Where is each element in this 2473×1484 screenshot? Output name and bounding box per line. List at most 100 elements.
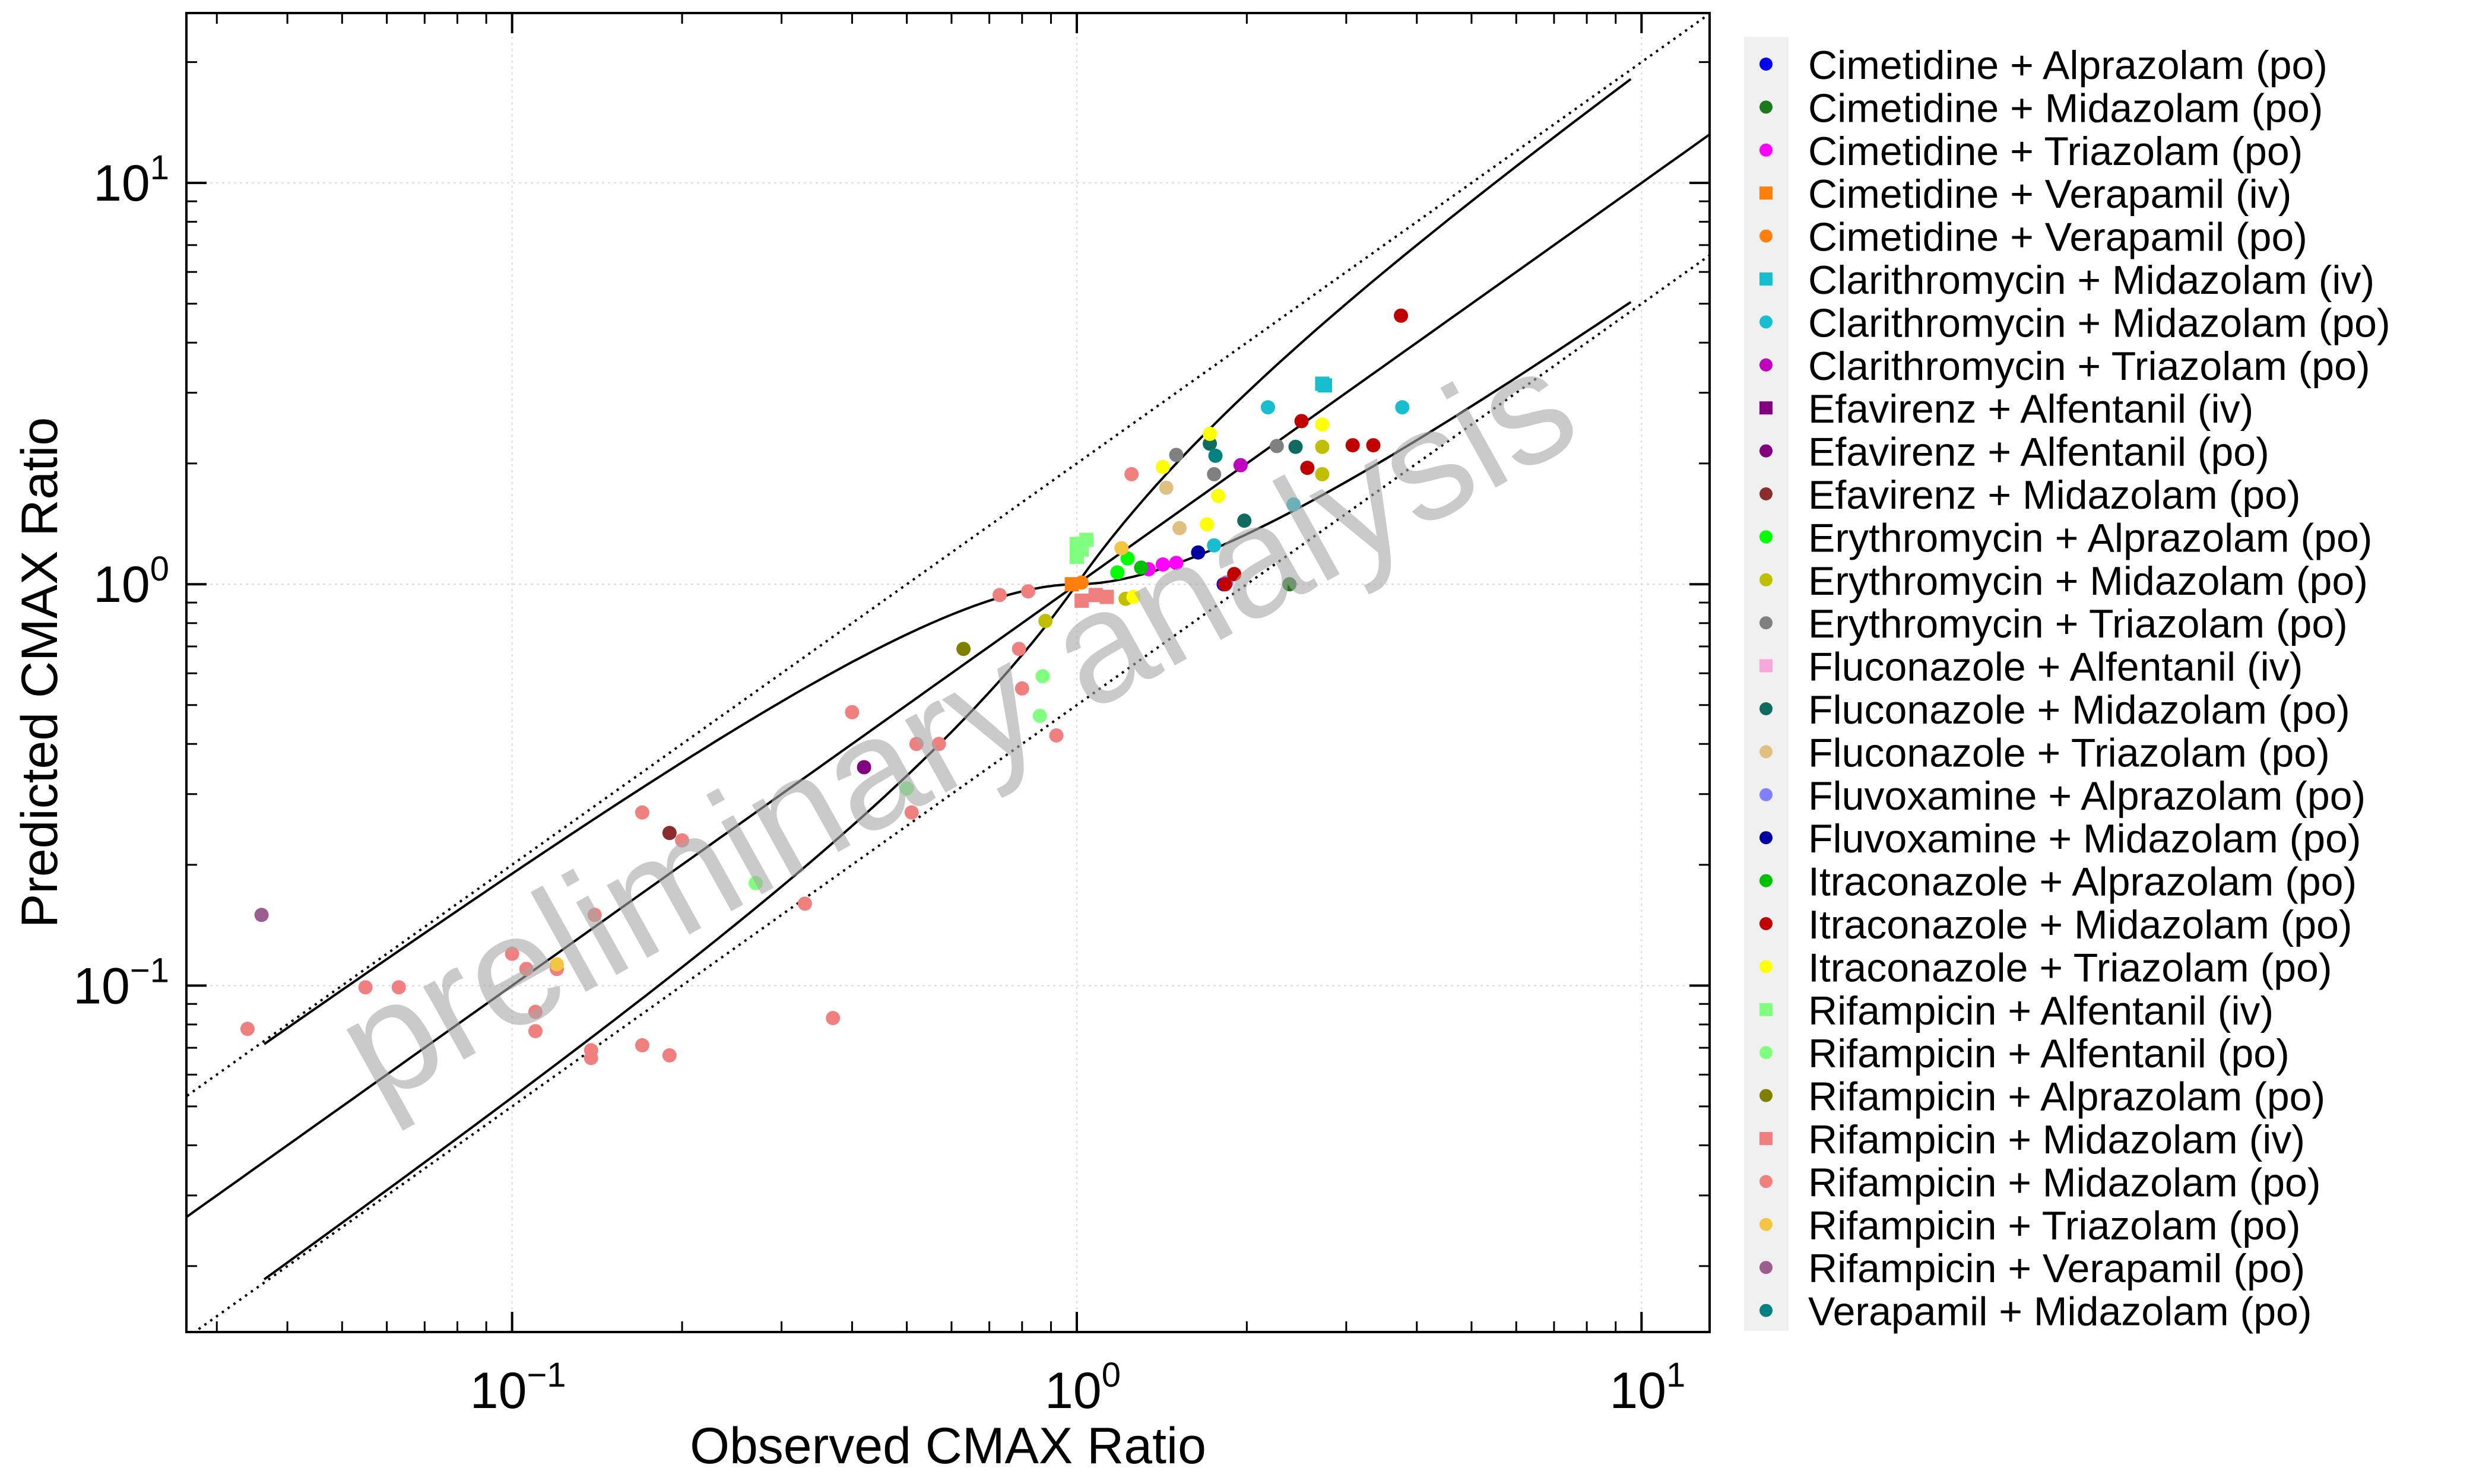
legend-entry: Clarithromycin + Midazolam (iv)	[1759, 258, 2374, 303]
data-point	[749, 876, 763, 890]
legend-marker	[1759, 616, 1773, 630]
legend-entry: Itraconazole + Triazolam (po)	[1759, 945, 2332, 990]
legend-marker	[1759, 530, 1773, 544]
legend-label: Efavirenz + Alfentanil (po)	[1808, 430, 2269, 475]
data-point	[1315, 467, 1330, 481]
legend-marker	[1759, 702, 1773, 715]
legend-marker	[1759, 315, 1773, 329]
data-point	[1126, 589, 1141, 604]
data-point	[1159, 480, 1174, 495]
x-tick-label: 10−1	[470, 1356, 566, 1419]
legend-label: Erythromycin + Midazolam (po)	[1808, 559, 2368, 604]
data-point	[1211, 489, 1226, 503]
legend-label: Cimetidine + Triazolam (po)	[1808, 129, 2303, 174]
legend-entry: Efavirenz + Midazolam (po)	[1759, 473, 2301, 518]
data-point	[505, 946, 519, 961]
legend-label: Fluconazole + Alfentanil (iv)	[1808, 645, 2303, 690]
data-point	[992, 588, 1007, 603]
legend-entry: Fluvoxamine + Alprazolam (po)	[1759, 773, 2366, 819]
legend-label: Rifampicin + Midazolam (po)	[1808, 1160, 2321, 1205]
legend-entry: Fluconazole + Alfentanil (iv)	[1759, 645, 2303, 690]
data-point	[1200, 517, 1215, 532]
data-point	[1134, 560, 1149, 575]
data-point	[1207, 467, 1222, 481]
data-point	[1038, 614, 1053, 629]
legend-entry: Clarithromycin + Triazolam (po)	[1759, 344, 2370, 389]
legend-entry: Fluvoxamine + Midazolam (po)	[1759, 816, 2361, 861]
legend-marker	[1759, 573, 1773, 586]
data-point	[1294, 414, 1309, 429]
data-point	[675, 833, 690, 848]
legend-entry: Rifampicin + Midazolam (po)	[1759, 1160, 2321, 1205]
data-point	[1260, 400, 1275, 415]
legend-marker	[1759, 229, 1773, 243]
legend-label: Itraconazole + Alprazolam (po)	[1808, 860, 2357, 905]
legend-marker	[1759, 874, 1773, 887]
data-point	[1203, 436, 1218, 451]
data-point	[662, 1048, 677, 1063]
data-point	[1169, 448, 1184, 462]
legend-entry: Rifampicin + Verapamil (po)	[1759, 1246, 2305, 1291]
legend-entry: Itraconazole + Midazolam (po)	[1759, 902, 2352, 947]
legend-marker	[1759, 1175, 1773, 1188]
axis-ticks: 10−1 100 101 10−1 100 101	[73, 13, 1710, 1419]
legend-label: Fluconazole + Triazolam (po)	[1808, 730, 2330, 775]
legend-marker	[1759, 143, 1773, 157]
data-point	[1286, 497, 1301, 512]
data-point	[1203, 426, 1218, 441]
legend-label: Cimetidine + Verapamil (iv)	[1808, 172, 2291, 217]
data-point	[358, 980, 373, 995]
data-point	[1315, 439, 1330, 454]
data-point	[1110, 565, 1125, 580]
legend-label: Erythromycin + Triazolam (po)	[1808, 601, 2348, 646]
y-tick-label: 100	[93, 550, 169, 613]
legend-label: Rifampicin + Verapamil (po)	[1808, 1246, 2305, 1291]
legend-label: Clarithromycin + Midazolam (iv)	[1808, 258, 2374, 303]
data-point-square	[1074, 593, 1089, 608]
legend-entry: Rifampicin + Triazolam (po)	[1759, 1203, 2300, 1248]
data-point	[857, 760, 871, 775]
data-point	[662, 826, 677, 841]
legend-entry: Rifampicin + Midazolam (iv)	[1759, 1117, 2305, 1162]
legend-entry: Rifampicin + Alprazolam (po)	[1759, 1074, 2325, 1120]
data-point	[1208, 448, 1223, 463]
data-point	[584, 1051, 598, 1066]
legend-entry: Efavirenz + Alfentanil (iv)	[1759, 386, 2253, 432]
data-point	[635, 1038, 649, 1052]
data-point	[1366, 438, 1381, 453]
legend-entry: Fluconazole + Midazolam (po)	[1759, 687, 2350, 733]
legend-marker	[1759, 444, 1773, 458]
legend-marker-square	[1759, 659, 1773, 673]
data-point	[1012, 642, 1026, 657]
upper-twofold-line	[186, 13, 1710, 1098]
x-axis-label: Observed CMAX Ratio	[690, 1418, 1206, 1475]
legend-marker	[1759, 358, 1773, 372]
legend-label: Cimetidine + Alprazolam (po)	[1808, 43, 2328, 88]
legend-entry: Rifampicin + Alfentanil (po)	[1759, 1031, 2290, 1076]
legend-label: Efavirenz + Midazolam (po)	[1808, 473, 2301, 518]
data-point	[1300, 461, 1315, 475]
legend-marker	[1759, 788, 1773, 801]
legend-entry: Verapamil + Midazolam (po)	[1759, 1289, 2312, 1334]
y-tick-label: 101	[93, 148, 169, 212]
data-point-square	[1317, 378, 1332, 393]
reference-lines	[186, 13, 1710, 1332]
data-point	[1218, 577, 1232, 592]
legend-marker	[1759, 1089, 1773, 1102]
data-points	[240, 308, 1410, 1066]
legend-marker	[1759, 1217, 1773, 1231]
lower-guest-limit	[263, 301, 1632, 1045]
legend-marker	[1759, 1304, 1773, 1317]
data-point	[1345, 438, 1360, 453]
identity-line	[186, 133, 1710, 1219]
legend-marker	[1759, 917, 1773, 930]
data-point	[1172, 521, 1187, 535]
data-point	[1394, 308, 1409, 323]
data-point	[528, 1024, 543, 1039]
legend-label: Clarithromycin + Midazolam (po)	[1808, 300, 2390, 345]
data-point	[1395, 400, 1410, 415]
data-point	[1282, 577, 1297, 592]
legend-label: Erythromycin + Alprazolam (po)	[1808, 515, 2372, 560]
lower-twofold-line	[192, 253, 1710, 1332]
legend-entry: Cimetidine + Triazolam (po)	[1759, 129, 2303, 174]
